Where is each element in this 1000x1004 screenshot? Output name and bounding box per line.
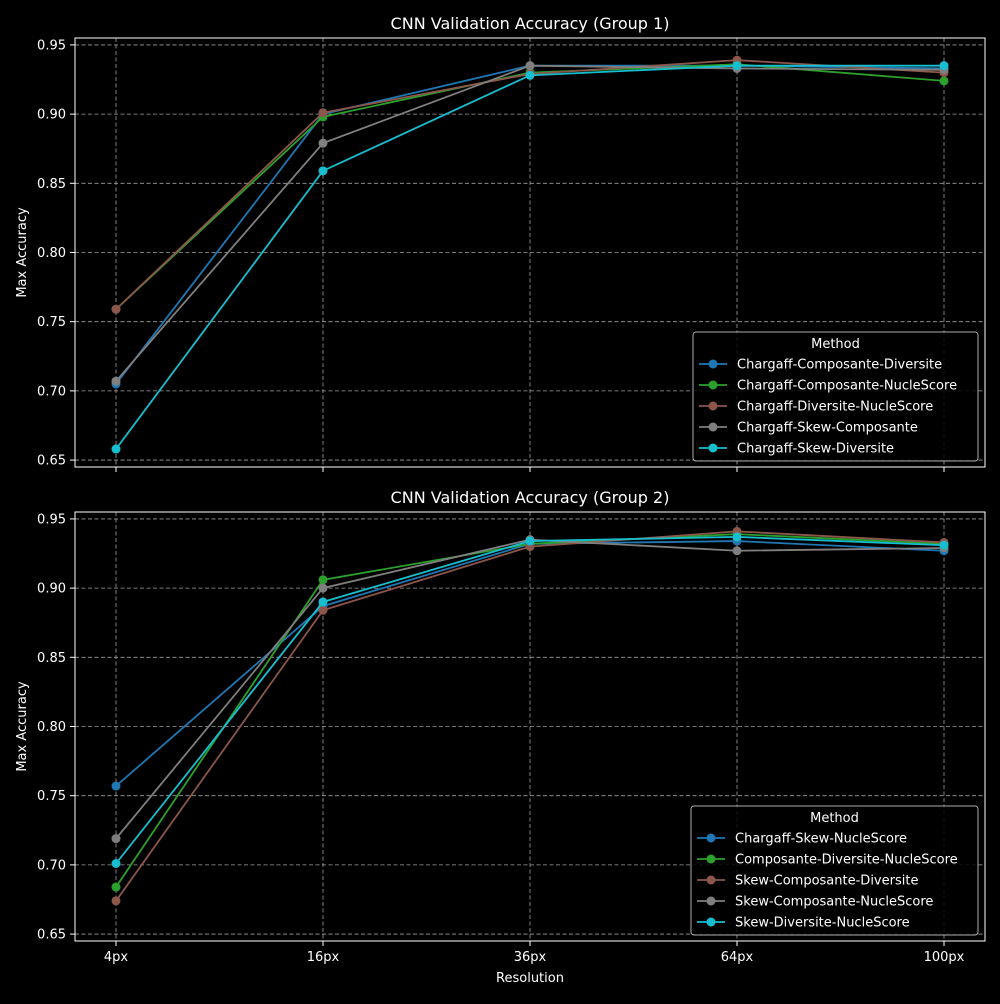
legend-marker (708, 443, 718, 453)
data-point (111, 376, 121, 386)
y-tick-label: 0.80 (37, 720, 66, 735)
data-point (939, 76, 949, 86)
data-point (318, 597, 328, 607)
data-point (318, 138, 328, 148)
data-point (525, 70, 535, 80)
y-tick-label: 0.70 (37, 858, 66, 873)
legend-entry: Composante-Diversite-NucleScore (735, 853, 958, 868)
legend-marker (706, 875, 716, 885)
legend-entry: Chargaff-Skew-Composante (737, 421, 918, 436)
chart-title: CNN Validation Accuracy (Group 1) (391, 14, 670, 33)
x-tick-label: 64px (721, 950, 754, 965)
y-tick-label: 0.80 (37, 246, 66, 261)
legend: Method Chargaff-Skew-NucleScore Composante… (690, 805, 979, 936)
data-point (318, 575, 328, 585)
y-axis-label: Max Accuracy (15, 681, 30, 772)
data-point (525, 61, 535, 71)
y-tick-label: 0.90 (37, 582, 66, 597)
y-tick-label: 0.95 (37, 512, 66, 527)
series-Skew-Diversite-NucleScore (111, 532, 949, 869)
series-Chargaff-Skew-Diversite (111, 61, 949, 454)
chart-panel-group-2: 0.65 0.70 0.75 0.80 0.85 0.90 0.95 4px 16px 36px 6… (15, 488, 986, 986)
data-point (732, 546, 742, 556)
x-tick-label: 36px (514, 950, 547, 965)
legend-entry: Chargaff-Skew-Diversite (737, 442, 894, 457)
data-point (111, 896, 121, 906)
data-point (111, 781, 121, 791)
y-tick-label: 0.85 (37, 177, 66, 192)
y-tick-label: 0.90 (37, 108, 66, 123)
y-tick-label: 0.95 (37, 38, 66, 53)
legend-entry: Chargaff-Composante-Diversite (737, 358, 942, 373)
legend-marker (706, 833, 716, 843)
data-point (732, 61, 742, 71)
y-tick-label: 0.70 (37, 384, 66, 399)
legend-marker (708, 380, 718, 390)
legend-box (692, 331, 979, 462)
y-tick-label: 0.75 (37, 315, 66, 330)
data-point (525, 536, 535, 546)
data-point (111, 834, 121, 844)
data-point (318, 108, 328, 118)
legend-entry: Skew-Composante-NucleScore (735, 895, 933, 910)
legend-marker (708, 401, 718, 411)
legend-entry: Chargaff-Skew-NucleScore (735, 832, 907, 847)
x-axis-label: Resolution (496, 971, 564, 986)
chart-panel-group-1: 0.65 0.70 0.75 0.80 0.85 0.90 0.95 CNN Validati… (15, 14, 986, 472)
legend-marker (708, 359, 718, 369)
y-tick-label: 0.65 (37, 454, 66, 469)
data-point (111, 444, 121, 454)
data-point (111, 859, 121, 869)
legend-marker (706, 917, 716, 927)
y-tick-label: 0.75 (37, 789, 66, 804)
data-point (939, 61, 949, 71)
legend-entry: Skew-Diversite-NucleScore (735, 916, 910, 931)
data-point (318, 583, 328, 593)
data-point (318, 605, 328, 615)
chart-title: CNN Validation Accuracy (Group 2) (391, 488, 670, 507)
data-point (939, 540, 949, 550)
data-point (111, 882, 121, 892)
x-tick-label: 4px (104, 950, 129, 965)
y-axis-label: Max Accuracy (15, 207, 30, 298)
legend-entry: Chargaff-Composante-NucleScore (737, 379, 957, 394)
legend-marker (708, 422, 718, 432)
data-point (318, 166, 328, 176)
legend-entry: Chargaff-Diversite-NucleScore (737, 400, 933, 415)
legend: Method Chargaff-Composante-Diversite Charg… (692, 331, 979, 462)
data-point (732, 532, 742, 542)
legend-marker (706, 896, 716, 906)
x-tick-label: 100px (924, 950, 965, 965)
legend-box (690, 805, 979, 936)
data-point (111, 304, 121, 314)
legend-title: Method (811, 337, 860, 352)
y-tick-label: 0.85 (37, 651, 66, 666)
x-tick-label: 16px (307, 950, 340, 965)
legend-entry: Skew-Composante-Diversite (735, 874, 918, 889)
legend-marker (706, 854, 716, 864)
legend-title: Method (810, 811, 859, 826)
y-tick-label: 0.65 (37, 928, 66, 943)
